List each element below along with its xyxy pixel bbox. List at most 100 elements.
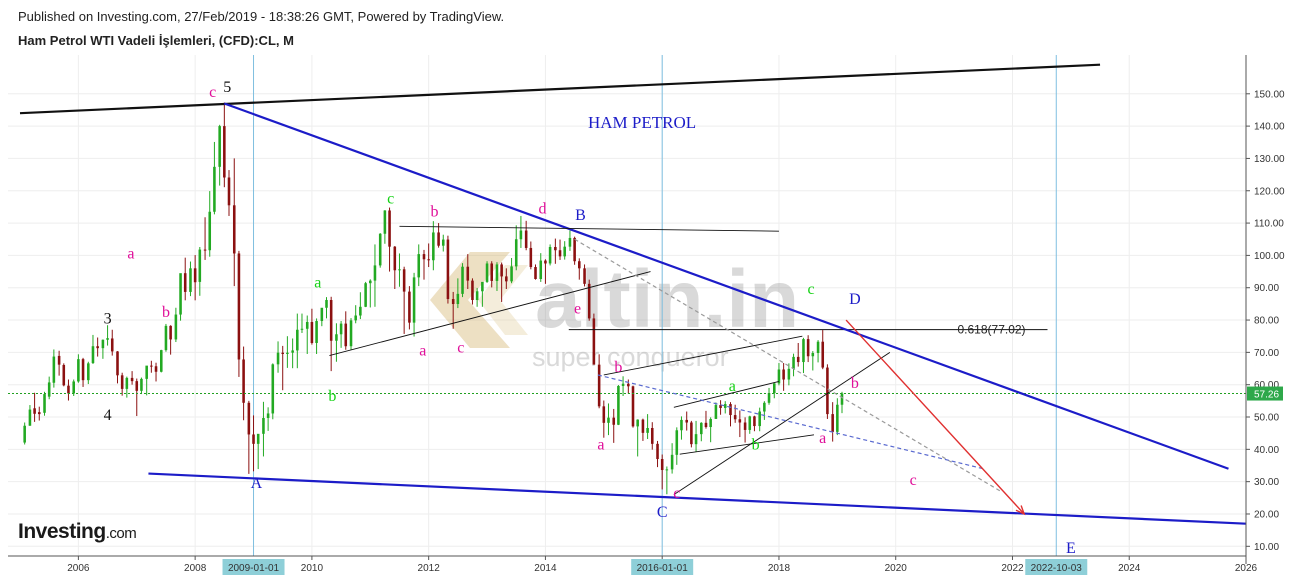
candle[interactable] <box>466 254 470 290</box>
candle[interactable] <box>597 354 601 409</box>
candle[interactable] <box>505 268 508 290</box>
candle[interactable] <box>461 263 464 298</box>
candle[interactable] <box>539 253 543 282</box>
candle[interactable] <box>227 170 231 216</box>
candle[interactable] <box>291 338 294 369</box>
candle[interactable] <box>198 246 202 296</box>
candle[interactable] <box>481 281 484 307</box>
candle[interactable] <box>344 311 348 350</box>
candle[interactable] <box>335 323 338 362</box>
candle[interactable] <box>617 385 620 426</box>
candle[interactable] <box>709 417 712 443</box>
candle[interactable] <box>23 422 26 445</box>
candle[interactable] <box>183 257 187 301</box>
candle[interactable] <box>767 387 771 405</box>
trendline-channel-mid[interactable] <box>603 335 803 376</box>
candle[interactable] <box>33 392 36 422</box>
candle[interactable] <box>402 266 406 334</box>
candle[interactable] <box>656 440 659 468</box>
candle[interactable] <box>383 210 387 244</box>
candle[interactable] <box>213 141 216 215</box>
candle[interactable] <box>125 376 129 398</box>
candle[interactable] <box>203 217 207 260</box>
candle[interactable] <box>714 402 718 419</box>
candle[interactable] <box>456 278 460 309</box>
candle[interactable] <box>719 400 722 415</box>
candle[interactable] <box>120 372 124 396</box>
candle[interactable] <box>427 243 430 268</box>
candle[interactable] <box>743 417 747 443</box>
candle[interactable] <box>339 321 343 348</box>
candle[interactable] <box>398 253 401 287</box>
candle[interactable] <box>690 420 693 448</box>
candle[interactable] <box>568 230 572 251</box>
candle[interactable] <box>758 407 761 432</box>
candle[interactable] <box>354 305 357 324</box>
candle[interactable] <box>612 408 616 443</box>
trendline-horizontal-b[interactable] <box>399 225 779 232</box>
candle[interactable] <box>471 278 474 305</box>
candle[interactable] <box>364 281 367 308</box>
candle[interactable] <box>592 313 596 365</box>
candle[interactable] <box>256 433 260 470</box>
candle[interactable] <box>485 261 489 283</box>
candle[interactable] <box>700 422 703 442</box>
candle[interactable] <box>62 363 66 387</box>
candle[interactable] <box>47 376 51 400</box>
candle[interactable] <box>349 318 353 350</box>
candle[interactable] <box>116 351 119 384</box>
candle[interactable] <box>276 341 280 373</box>
candle[interactable] <box>77 354 80 383</box>
candle[interactable] <box>524 220 528 251</box>
candle[interactable] <box>179 273 182 321</box>
projection-arrow[interactable] <box>845 319 1025 515</box>
candle[interactable] <box>101 339 105 359</box>
candle[interactable] <box>81 357 85 387</box>
candle[interactable] <box>373 244 377 307</box>
candle[interactable] <box>796 342 800 367</box>
candle[interactable] <box>218 124 221 186</box>
candle[interactable] <box>446 235 450 304</box>
candle[interactable] <box>675 427 679 465</box>
candle[interactable] <box>495 262 499 291</box>
candle[interactable] <box>223 102 226 188</box>
candle[interactable] <box>792 353 795 377</box>
candle[interactable] <box>787 363 791 386</box>
candle[interactable] <box>636 419 639 457</box>
candle[interactable] <box>514 225 518 271</box>
trendline-wedge-lower[interactable] <box>679 434 815 455</box>
candle[interactable] <box>772 383 776 399</box>
candle[interactable] <box>723 401 727 414</box>
candle[interactable] <box>315 318 318 354</box>
candle[interactable] <box>563 241 566 260</box>
candle[interactable] <box>529 241 533 270</box>
candle[interactable] <box>140 377 143 395</box>
candle[interactable] <box>91 334 95 365</box>
candle[interactable] <box>733 404 737 423</box>
candle[interactable] <box>441 234 445 252</box>
candle[interactable] <box>388 207 391 272</box>
candle[interactable] <box>554 238 557 264</box>
candle[interactable] <box>753 415 756 432</box>
trendline-gray-dashed[interactable] <box>574 238 1002 492</box>
candle[interactable] <box>660 454 664 490</box>
candle[interactable] <box>232 158 236 287</box>
candle[interactable] <box>159 349 163 373</box>
candle[interactable] <box>154 362 158 382</box>
candle[interactable] <box>87 361 90 385</box>
candle[interactable] <box>110 329 114 356</box>
candle[interactable] <box>135 378 139 417</box>
candle[interactable] <box>242 346 245 421</box>
candle[interactable] <box>310 308 314 345</box>
candle[interactable] <box>189 261 192 297</box>
candle[interactable] <box>96 337 99 357</box>
candle[interactable] <box>329 296 333 372</box>
candle[interactable] <box>271 363 275 420</box>
candle[interactable] <box>602 400 606 438</box>
candle[interactable] <box>266 407 270 431</box>
candle[interactable] <box>811 351 815 371</box>
candle[interactable] <box>831 402 834 442</box>
candle[interactable] <box>840 391 844 414</box>
trendline-abcde-lower[interactable] <box>148 472 1247 525</box>
candle[interactable] <box>665 466 669 495</box>
